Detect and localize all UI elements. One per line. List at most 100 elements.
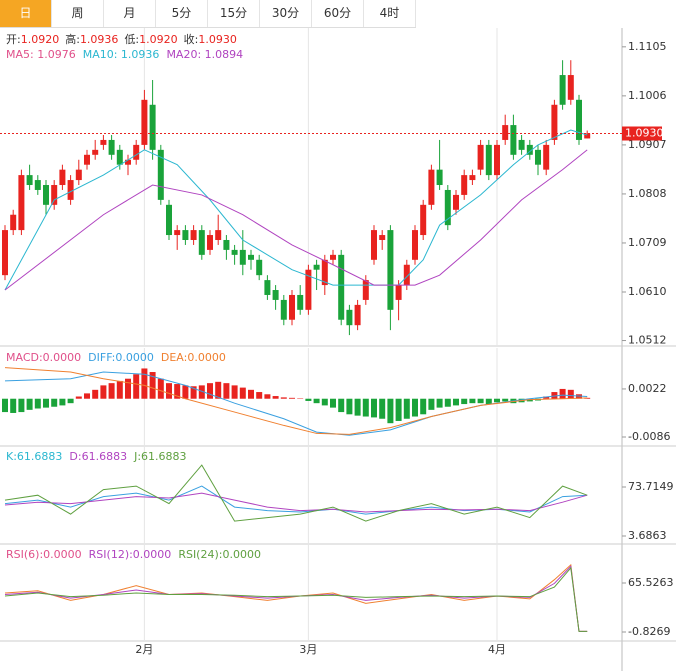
period-tab[interactable]: 日 bbox=[0, 0, 52, 27]
macd-bar bbox=[313, 398, 320, 404]
macd-bar bbox=[420, 398, 427, 415]
y-tick-label: 1.0808 bbox=[628, 187, 667, 200]
candle-body bbox=[469, 175, 476, 181]
candle-body bbox=[330, 254, 336, 260]
y-tick-label: 1.0907 bbox=[628, 138, 667, 151]
candle-body bbox=[10, 214, 17, 231]
candle-body bbox=[543, 144, 550, 170]
macd-bar bbox=[485, 398, 492, 405]
candle-body bbox=[321, 259, 328, 286]
candle-body bbox=[502, 125, 509, 140]
candle-body bbox=[567, 75, 574, 100]
macd-bar bbox=[34, 398, 41, 409]
candle-body bbox=[75, 169, 82, 181]
candle-body bbox=[354, 304, 361, 326]
last-price-label: 1.0930 bbox=[625, 127, 664, 140]
period-tab[interactable]: 60分 bbox=[312, 0, 364, 27]
y-tick-label: 1.0512 bbox=[628, 334, 667, 347]
macd-bar bbox=[100, 385, 107, 399]
period-tab[interactable]: 4时 bbox=[364, 0, 416, 27]
legend-item: MA20: 1.0894 bbox=[166, 48, 243, 61]
candle-body bbox=[108, 139, 115, 155]
legend-item: MA5: 1.0976 bbox=[6, 48, 76, 61]
period-tab[interactable]: 30分 bbox=[260, 0, 312, 27]
candle-body bbox=[338, 254, 345, 320]
legend-item: RSI(12):0.0000 bbox=[89, 548, 172, 561]
macd-bar bbox=[75, 396, 82, 399]
candle-body bbox=[576, 99, 582, 140]
candle-body bbox=[461, 175, 468, 195]
candle-body bbox=[100, 139, 107, 145]
y-tick-label: 1.1006 bbox=[628, 89, 667, 102]
legend-item: DIFF:0.0000 bbox=[88, 351, 154, 364]
legend-item: K:61.6883 bbox=[6, 450, 62, 463]
macd-bar bbox=[157, 378, 164, 399]
macd-bar bbox=[231, 385, 238, 399]
candle-body bbox=[198, 230, 205, 255]
candle-body bbox=[420, 204, 427, 236]
macd-bar bbox=[289, 397, 295, 399]
info-value: 1.0920 bbox=[21, 33, 60, 46]
last-price-box bbox=[622, 126, 662, 141]
y-tick-label: 65.5263 bbox=[628, 576, 674, 589]
macd-bar bbox=[125, 378, 131, 399]
candle-body bbox=[133, 144, 140, 160]
indicator-line bbox=[4, 566, 588, 632]
candle-body bbox=[26, 175, 33, 186]
candle-body bbox=[535, 149, 541, 165]
macd-bar bbox=[403, 398, 410, 419]
candle-body bbox=[272, 290, 279, 300]
candle-body bbox=[215, 230, 222, 240]
candle-body bbox=[2, 230, 8, 276]
legend-item: D:61.6883 bbox=[69, 450, 127, 463]
macd-bar bbox=[280, 397, 287, 399]
legend-item: RSI(24):0.0000 bbox=[178, 548, 261, 561]
candle-body bbox=[141, 99, 148, 145]
macd-bar bbox=[551, 392, 558, 399]
legend-item: MACD:0.0000 bbox=[6, 351, 81, 364]
macd-bar bbox=[387, 398, 394, 424]
macd-bar bbox=[567, 389, 574, 399]
macd-bar bbox=[108, 383, 115, 399]
x-tick-label: 4月 bbox=[488, 643, 506, 656]
macd-bar bbox=[207, 383, 213, 399]
macd-bar bbox=[412, 398, 418, 417]
candle-body bbox=[92, 149, 99, 155]
candle-body bbox=[428, 169, 435, 205]
candle-body bbox=[84, 154, 90, 165]
candle-body bbox=[256, 259, 263, 276]
candle-body bbox=[289, 294, 295, 320]
candle-body bbox=[182, 230, 189, 240]
indicator-line bbox=[4, 563, 588, 632]
macd-bar bbox=[174, 384, 181, 399]
candle-body bbox=[280, 299, 287, 320]
macd-bar bbox=[354, 398, 361, 416]
y-tick-label: 0.0022 bbox=[628, 382, 667, 395]
x-tick-label: 2月 bbox=[135, 643, 153, 656]
macd-bar bbox=[92, 389, 99, 399]
macd-bar bbox=[371, 398, 377, 418]
candle-body bbox=[559, 75, 566, 105]
macd-bar bbox=[51, 398, 58, 407]
macd-bar bbox=[559, 388, 566, 399]
macd-bar bbox=[338, 398, 345, 413]
period-tab[interactable]: 15分 bbox=[208, 0, 260, 27]
macd-bar bbox=[223, 383, 230, 399]
macd-bar bbox=[141, 368, 148, 399]
candle-body bbox=[510, 125, 517, 155]
candle-body bbox=[67, 180, 74, 200]
macd-bar bbox=[453, 398, 459, 406]
candle-body bbox=[518, 139, 525, 150]
period-tab[interactable]: 周 bbox=[52, 0, 104, 27]
macd-bar bbox=[494, 398, 500, 403]
y-tick-label: 1.0709 bbox=[628, 236, 667, 249]
period-tab[interactable]: 月 bbox=[104, 0, 156, 27]
period-tab[interactable]: 5分 bbox=[156, 0, 208, 27]
macd-bar bbox=[436, 398, 443, 408]
info-value: 1.0920 bbox=[139, 33, 178, 46]
candle-body bbox=[174, 230, 181, 236]
info-value: 1.0930 bbox=[198, 33, 237, 46]
macd-bar bbox=[346, 398, 353, 415]
macd-bar bbox=[379, 398, 386, 419]
